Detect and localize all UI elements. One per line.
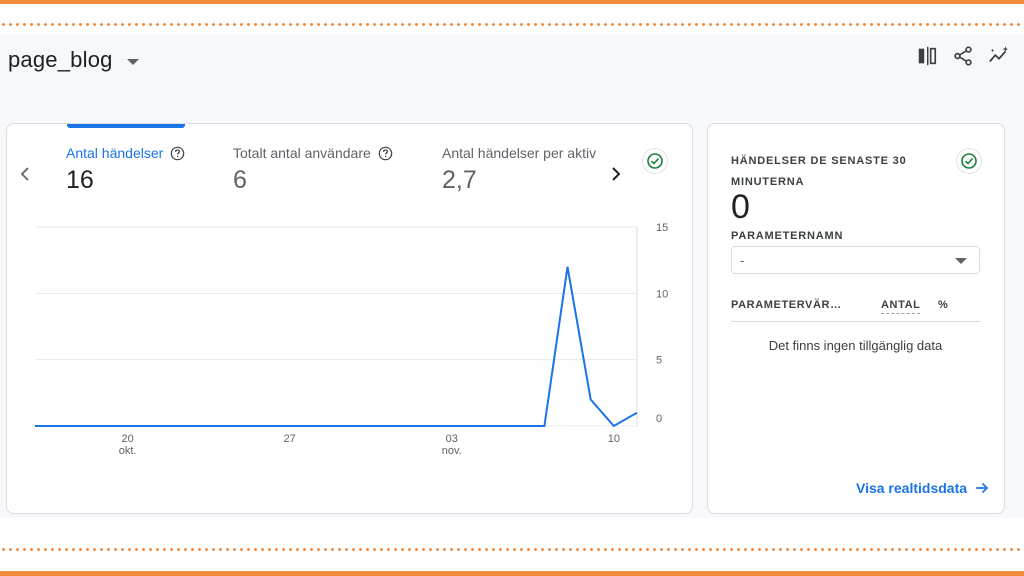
x-tick-label: 03 bbox=[446, 433, 458, 445]
realtime-title: HÄNDELSER DE SENASTE 30 MINUTERNA bbox=[731, 155, 907, 188]
metric-tab-event-count[interactable]: Antal händelser 16 bbox=[66, 145, 185, 195]
column-header-parameter-value[interactable]: PARAMETERVÄR… bbox=[731, 299, 842, 311]
help-icon[interactable] bbox=[378, 146, 393, 161]
metric-value: 2,7 bbox=[442, 166, 477, 194]
metric-label: Antal händelser bbox=[66, 145, 164, 161]
parameter-name-select-value: - bbox=[740, 253, 745, 268]
metric-label: Antal händelser per aktiv bbox=[442, 145, 597, 161]
empty-state-message: Det finns ingen tillgänglig data bbox=[768, 338, 943, 353]
help-icon[interactable] bbox=[170, 146, 185, 161]
arrow-right-icon bbox=[976, 482, 989, 494]
parameter-name-select[interactable]: - bbox=[731, 246, 980, 274]
data-quality-check-icon[interactable] bbox=[643, 149, 667, 173]
chevron-left-icon[interactable] bbox=[17, 164, 33, 184]
y-tick-label: 10 bbox=[656, 288, 668, 300]
realtime-card: HÄNDELSER DE SENASTE 30 MINUTERNA 0 PARA… bbox=[707, 123, 1005, 514]
frame-dotted-divider-top bbox=[0, 23, 1024, 26]
y-tick-label: 5 bbox=[656, 355, 662, 367]
compare-columns-icon[interactable] bbox=[916, 45, 938, 67]
column-header-count[interactable]: ANTAL bbox=[881, 299, 921, 314]
parameter-name-label: PARAMETERNAMN bbox=[731, 230, 844, 242]
chevron-down-icon[interactable] bbox=[126, 58, 139, 65]
page-title: page_blog bbox=[8, 47, 113, 72]
series-line bbox=[35, 266, 638, 428]
parameter-table-header: PARAMETERVÄR… ANTAL % bbox=[731, 299, 980, 322]
metric-tab-total-users[interactable]: Totalt antal användare 6 bbox=[233, 145, 393, 195]
view-realtime-link-label: Visa realtidsdata bbox=[856, 480, 968, 496]
realtime-event-count: 0 bbox=[731, 188, 750, 226]
frame-dotted-divider-bottom bbox=[0, 548, 1024, 551]
metrics-chart-card: Antal händelser 16 Totalt antal användar… bbox=[6, 123, 693, 514]
view-realtime-link[interactable]: Visa realtidsdata bbox=[856, 480, 989, 496]
page-title-dropdown[interactable]: page_blog bbox=[8, 47, 139, 73]
metric-tab-events-per-active-user[interactable]: Antal händelser per aktiv 2,7 bbox=[442, 145, 604, 195]
x-tick-sublabel: nov. bbox=[442, 445, 462, 457]
active-tab-indicator bbox=[67, 124, 185, 128]
toolbar bbox=[916, 45, 1010, 67]
share-icon[interactable] bbox=[952, 45, 974, 67]
x-tick-label: 27 bbox=[284, 433, 296, 445]
frame-bottom-bar bbox=[0, 571, 1024, 576]
dropdown-arrow-icon bbox=[955, 258, 967, 264]
analytics-panel: page_blog Antal händelser bbox=[0, 35, 1024, 518]
x-tick-label: 20 bbox=[121, 433, 133, 445]
x-tick-sublabel: okt. bbox=[119, 445, 137, 457]
metric-value: 16 bbox=[66, 166, 94, 194]
frame-top-bar bbox=[0, 0, 1024, 4]
data-quality-check-icon[interactable] bbox=[957, 149, 981, 173]
column-header-percent[interactable]: % bbox=[938, 299, 949, 311]
metric-label: Totalt antal användare bbox=[233, 145, 371, 161]
y-tick-label: 15 bbox=[656, 222, 668, 234]
y-tick-label: 0 bbox=[656, 413, 662, 425]
metric-value: 6 bbox=[233, 166, 247, 194]
chevron-right-icon[interactable] bbox=[608, 164, 624, 184]
insights-icon[interactable] bbox=[988, 45, 1010, 67]
x-tick-label: 10 bbox=[608, 433, 620, 445]
